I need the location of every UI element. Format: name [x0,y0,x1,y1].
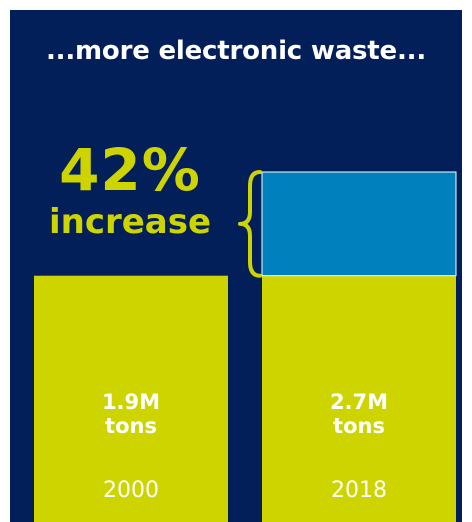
bar-2000 [34,275,228,522]
bar-value-label-2018: 2.7M tons [262,390,456,438]
bar-value-amount: 1.9M [101,390,161,414]
bar-value-amount: 2.7M [329,390,389,414]
bar-value-label-2000: 1.9M tons [34,390,228,438]
bar-value-unit: tons [333,414,385,438]
chart-panel: ...more electronic waste... 42% increase… [10,10,462,522]
chart-title: ...more electronic waste... [45,36,427,66]
bars-group [34,171,457,522]
x-tick-label-2018: 2018 [331,478,387,503]
increase-label: increase [48,202,212,242]
x-tick-label-2000: 2000 [103,478,159,503]
increase-percent: 42% [59,136,201,204]
bar-chart [34,170,457,522]
bar-2018-increase [261,171,457,277]
bar-2018-base [262,275,456,522]
bar-value-unit: tons [105,414,157,438]
curly-brace-icon [238,170,262,278]
